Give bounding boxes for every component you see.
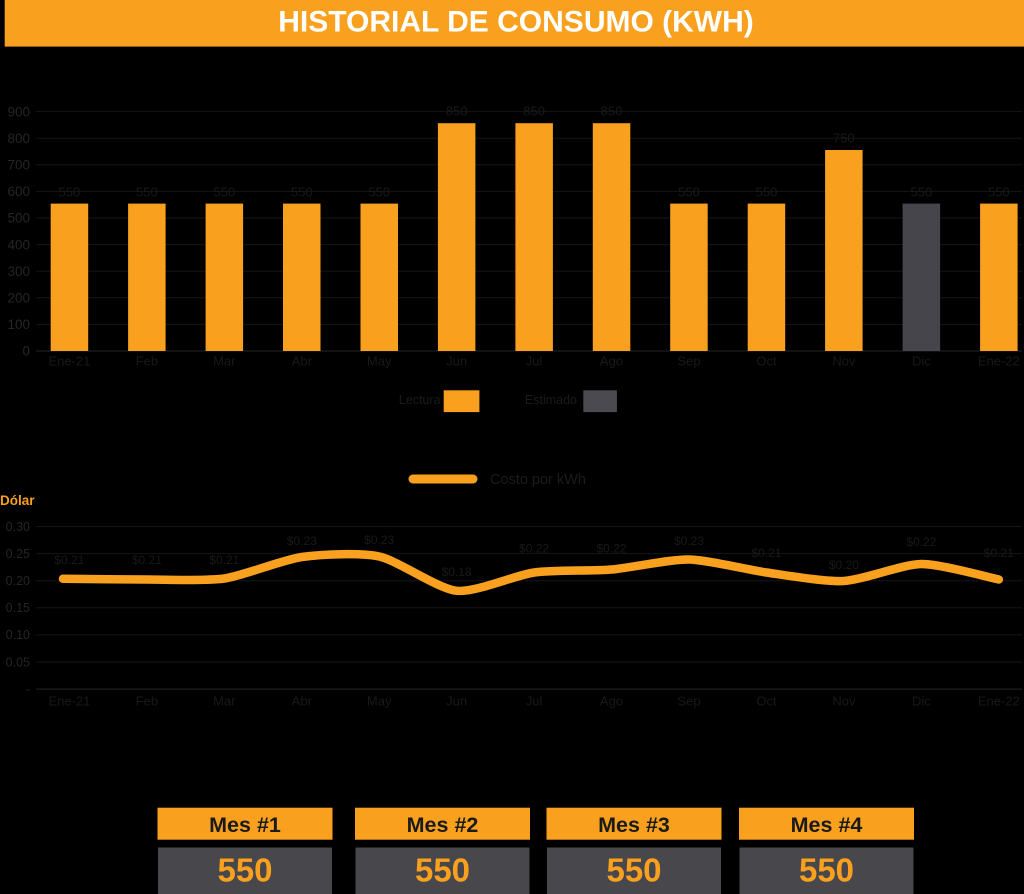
svg-text:550: 550 bbox=[678, 184, 700, 199]
svg-text:Mes #4: Mes #4 bbox=[791, 813, 863, 837]
svg-text:Ago: Ago bbox=[600, 694, 623, 709]
svg-text:0: 0 bbox=[22, 344, 30, 359]
svg-text:Mar: Mar bbox=[213, 354, 236, 369]
svg-text:Ago: Ago bbox=[600, 354, 623, 369]
svg-text:Ene-22: Ene-22 bbox=[978, 694, 1020, 709]
svg-text:500: 500 bbox=[7, 211, 30, 226]
svg-text:$0.20: $0.20 bbox=[829, 558, 859, 572]
svg-text:550: 550 bbox=[368, 184, 390, 199]
svg-text:Abr: Abr bbox=[292, 354, 313, 369]
svg-text:550: 550 bbox=[136, 184, 158, 199]
svg-text:Oct: Oct bbox=[756, 354, 777, 369]
svg-text:550: 550 bbox=[988, 184, 1010, 199]
svg-text:$0.23: $0.23 bbox=[364, 533, 394, 547]
svg-text:$0.22: $0.22 bbox=[519, 542, 549, 556]
svg-text:850: 850 bbox=[601, 104, 623, 119]
svg-text:Ene-21: Ene-21 bbox=[48, 354, 90, 369]
svg-text:900: 900 bbox=[7, 104, 30, 119]
svg-text:Estimado: Estimado bbox=[525, 393, 577, 407]
svg-text:800: 800 bbox=[7, 131, 30, 146]
svg-text:$0.23: $0.23 bbox=[674, 534, 704, 548]
svg-text:Nov: Nov bbox=[832, 354, 856, 369]
svg-text:300: 300 bbox=[7, 264, 30, 279]
svg-text:550: 550 bbox=[799, 852, 854, 889]
svg-text:550: 550 bbox=[291, 184, 313, 199]
svg-text:850: 850 bbox=[523, 104, 545, 119]
svg-text:Dic: Dic bbox=[912, 354, 931, 369]
svg-text:$0.22: $0.22 bbox=[596, 542, 626, 556]
svg-text:Mes #1: Mes #1 bbox=[209, 813, 281, 837]
svg-text:Sep: Sep bbox=[677, 354, 700, 369]
svg-text:Feb: Feb bbox=[136, 354, 158, 369]
svg-text:Dic: Dic bbox=[912, 694, 931, 709]
svg-text:850: 850 bbox=[446, 104, 468, 119]
svg-text:Jun: Jun bbox=[446, 354, 467, 369]
svg-text:550: 550 bbox=[415, 852, 470, 889]
svg-text:Mar: Mar bbox=[213, 694, 236, 709]
svg-text:Sep: Sep bbox=[677, 694, 700, 709]
svg-text:550: 550 bbox=[59, 184, 81, 199]
svg-text:Ene-21: Ene-21 bbox=[48, 694, 90, 709]
svg-text:Dólar: Dólar bbox=[0, 493, 35, 508]
svg-text:200: 200 bbox=[7, 291, 30, 306]
svg-text:$0.21: $0.21 bbox=[984, 546, 1014, 560]
svg-text:0.10: 0.10 bbox=[6, 628, 30, 642]
svg-text:$0.21: $0.21 bbox=[209, 553, 239, 567]
svg-text:HISTORIAL DE CONSUMO (KWH): HISTORIAL DE CONSUMO (KWH) bbox=[278, 6, 754, 39]
svg-text:$0.22: $0.22 bbox=[906, 535, 936, 549]
svg-text:Oct: Oct bbox=[756, 694, 777, 709]
svg-text:550: 550 bbox=[213, 184, 235, 199]
svg-text:$0.23: $0.23 bbox=[287, 534, 317, 548]
svg-text:0.15: 0.15 bbox=[6, 601, 30, 615]
svg-text:Jun: Jun bbox=[446, 694, 467, 709]
svg-text:Abr: Abr bbox=[292, 694, 313, 709]
svg-text:$0.21: $0.21 bbox=[132, 553, 162, 567]
svg-text:100: 100 bbox=[7, 317, 30, 332]
svg-text:0.30: 0.30 bbox=[6, 520, 30, 534]
svg-text:550: 550 bbox=[911, 184, 933, 199]
svg-text:May: May bbox=[367, 694, 392, 709]
svg-text:0.05: 0.05 bbox=[6, 655, 30, 669]
svg-text:600: 600 bbox=[7, 184, 30, 199]
svg-text:Ene-22: Ene-22 bbox=[978, 354, 1020, 369]
svg-text:550: 550 bbox=[756, 184, 778, 199]
svg-text:Costo por kWh: Costo por kWh bbox=[490, 472, 586, 488]
svg-text:May: May bbox=[367, 354, 392, 369]
svg-text:$0.18: $0.18 bbox=[442, 565, 472, 579]
svg-text:Mes #2: Mes #2 bbox=[407, 813, 479, 837]
svg-text:550: 550 bbox=[217, 852, 272, 889]
svg-text:$0.21: $0.21 bbox=[54, 553, 84, 567]
svg-text:550: 550 bbox=[606, 852, 661, 889]
svg-text:700: 700 bbox=[7, 158, 30, 173]
svg-text:0.20: 0.20 bbox=[6, 574, 30, 588]
svg-text:Feb: Feb bbox=[136, 694, 158, 709]
svg-text:$0.21: $0.21 bbox=[751, 546, 781, 560]
svg-text:-: - bbox=[26, 682, 30, 696]
svg-text:Nov: Nov bbox=[832, 694, 856, 709]
svg-text:0.25: 0.25 bbox=[6, 547, 30, 561]
svg-text:Lectura: Lectura bbox=[399, 393, 441, 407]
svg-text:Mes #3: Mes #3 bbox=[598, 813, 670, 837]
svg-text:400: 400 bbox=[7, 237, 30, 252]
svg-text:Jul: Jul bbox=[526, 354, 543, 369]
svg-text:750: 750 bbox=[833, 130, 855, 145]
svg-text:Jul: Jul bbox=[526, 694, 543, 709]
